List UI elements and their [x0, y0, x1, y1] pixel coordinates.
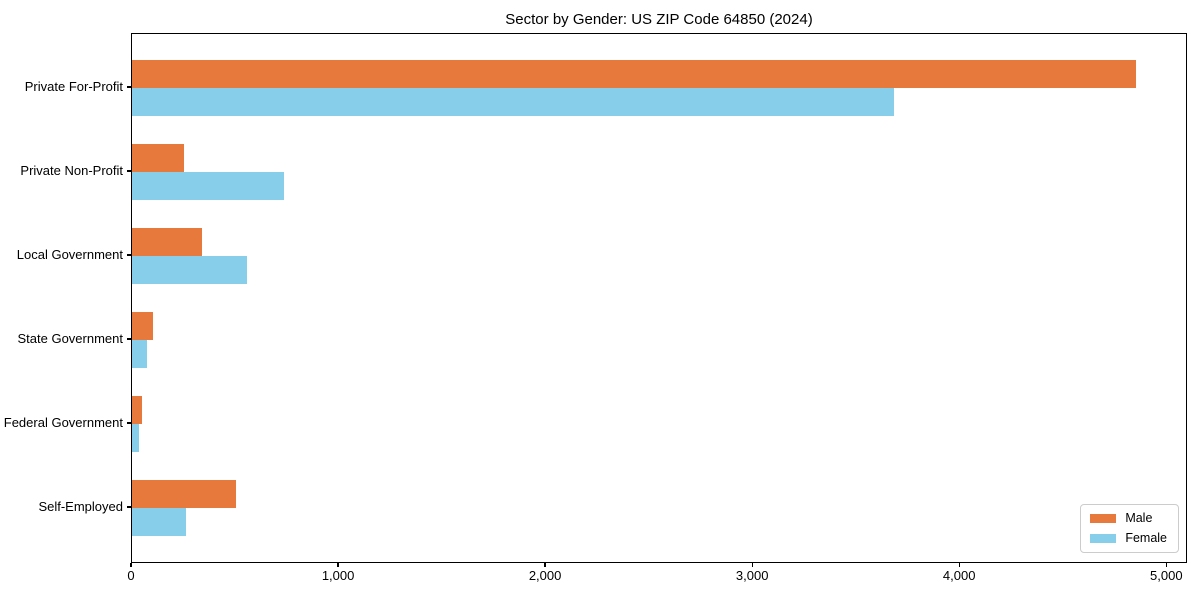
y-tick-label-private-non-profit: Private Non-Profit [20, 163, 123, 178]
y-tick-mark [127, 254, 131, 256]
legend-label-male: Male [1125, 511, 1153, 525]
legend-entry-female: Female [1090, 532, 1167, 545]
x-tick-label-4-000: 4,000 [942, 568, 976, 583]
legend-swatch-female [1090, 534, 1117, 543]
bar-male-local-government [132, 228, 203, 256]
y-tick-label-federal-government: Federal Government [3, 415, 123, 430]
bar-male-state-government [132, 312, 153, 340]
bar-female-state-government [132, 340, 147, 368]
x-tick-mark [337, 563, 339, 567]
x-tick-mark [130, 563, 132, 567]
x-tick-label-2-000: 2,000 [528, 568, 562, 583]
bar-female-private-for-profit [132, 88, 894, 116]
x-tick-mark [751, 563, 753, 567]
y-tick-label-state-government: State Government [17, 331, 124, 346]
x-tick-label-0: 0 [127, 568, 135, 583]
y-tick-label-self-employed: Self-Employed [38, 499, 123, 514]
bar-female-local-government [132, 256, 247, 284]
y-tick-mark [127, 422, 131, 424]
x-tick-mark [544, 563, 546, 567]
y-tick-label-local-government: Local Government [16, 247, 123, 262]
y-tick-mark [127, 338, 131, 340]
x-tick-label-5-000: 5,000 [1150, 568, 1183, 583]
chart-title: Sector by Gender: US ZIP Code 64850 (202… [505, 11, 813, 28]
legend-swatch-male [1090, 514, 1117, 523]
bar-male-federal-government [132, 396, 143, 424]
y-tick-label-private-for-profit: Private For-Profit [24, 79, 123, 94]
y-tick-mark [127, 170, 131, 172]
y-tick-mark [127, 506, 131, 508]
x-tick-mark [958, 563, 960, 567]
bar-male-self-employed [132, 480, 236, 508]
bar-male-private-for-profit [132, 60, 1137, 88]
y-tick-mark [127, 86, 131, 88]
bar-female-private-non-profit [132, 172, 285, 200]
legend-entry-male: Male [1090, 512, 1167, 525]
plot-area: Male Female [131, 33, 1187, 563]
bar-male-private-non-profit [132, 144, 184, 172]
x-tick-mark [1165, 563, 1167, 567]
x-tick-label-3-000: 3,000 [735, 568, 769, 583]
bar-female-self-employed [132, 508, 186, 536]
legend-label-female: Female [1125, 531, 1167, 545]
legend: Male Female [1080, 504, 1179, 553]
bar-female-federal-government [132, 424, 140, 452]
x-tick-label-1-000: 1,000 [321, 568, 355, 583]
